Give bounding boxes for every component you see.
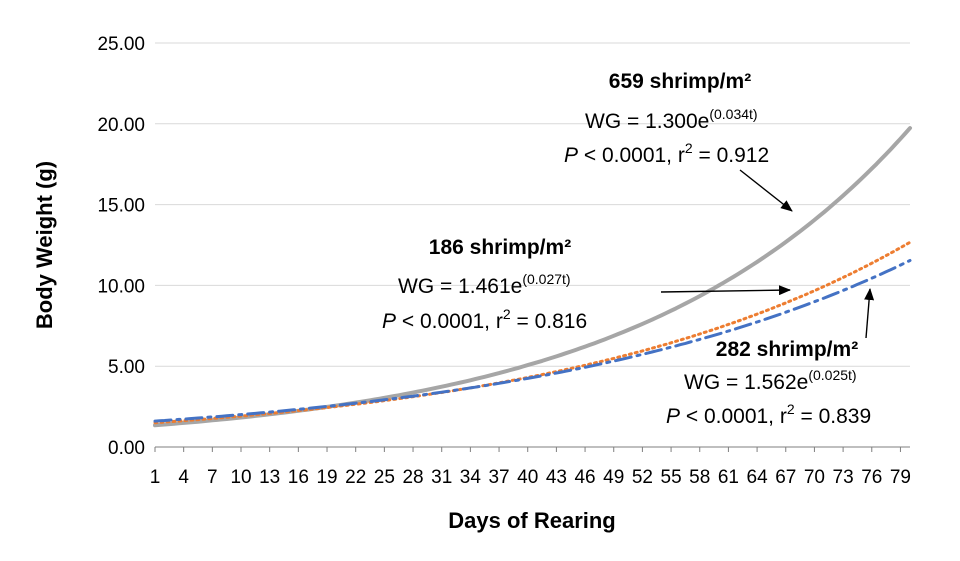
- x-tick-label: 31: [431, 467, 452, 488]
- y-axis-ticks: 0.00 5.00 10.00 15.00 20.00 25.00: [97, 34, 145, 459]
- x-tick-label: 58: [689, 467, 710, 488]
- y-tick-label: 5.00: [108, 357, 145, 378]
- x-tick-label: 76: [861, 467, 882, 488]
- x-tick-label: 28: [402, 467, 423, 488]
- x-tick-label: 79: [890, 467, 911, 488]
- annotation-186-arrow: [660, 285, 791, 296]
- x-tick-label: 40: [517, 467, 538, 488]
- x-tick-label: 10: [230, 467, 251, 488]
- x-tick-label: 55: [661, 467, 682, 488]
- x-tick-label: 61: [718, 467, 739, 488]
- y-tick-label: 20.00: [97, 115, 145, 136]
- x-tick-label: 73: [833, 467, 854, 488]
- x-tick-label: 37: [488, 467, 509, 488]
- x-tick-label: 7: [207, 467, 218, 488]
- annotation-282-arrow: [864, 288, 875, 339]
- x-tick-label: 22: [345, 467, 366, 488]
- x-tick-label: 49: [603, 467, 624, 488]
- annotation-186: 186 shrimp/m² WG = 1.461e(0.027t) P < 0.…: [382, 236, 791, 333]
- annotation-282-equation: WG = 1.562e(0.025t): [684, 367, 857, 394]
- annotation-186-stats: P < 0.0001, r2 = 0.816: [382, 306, 587, 333]
- annotation-659-arrow: [739, 169, 793, 212]
- x-tick-label: 46: [574, 467, 595, 488]
- annotation-659-stats: P < 0.0001, r2 = 0.912: [564, 140, 769, 167]
- y-axis-title: Body Weight (g): [32, 161, 57, 329]
- x-tick-label: 34: [460, 467, 482, 488]
- annotation-282-stats: P < 0.0001, r2 = 0.839: [666, 401, 871, 428]
- y-tick-label: 15.00: [97, 196, 145, 217]
- x-tick-label: 43: [546, 467, 567, 488]
- x-tick-label: 67: [775, 467, 796, 488]
- x-tick-label: 70: [804, 467, 825, 488]
- y-tick-label: 25.00: [97, 34, 145, 55]
- x-tick-label: 16: [288, 467, 309, 488]
- y-tick-label: 0.00: [108, 438, 145, 459]
- x-tick-label: 19: [316, 467, 337, 488]
- series-line-2: [153, 259, 912, 423]
- x-tick-label: 52: [632, 467, 653, 488]
- x-tick-label: 25: [374, 467, 395, 488]
- gridlines: [155, 42, 910, 448]
- annotation-186-equation: WG = 1.461e(0.027t): [398, 271, 571, 298]
- annotation-282: 282 shrimp/m² WG = 1.562e(0.025t) P < 0.…: [666, 288, 875, 428]
- annotation-659-equation: WG = 1.300e(0.034t): [585, 106, 758, 133]
- annotation-186-label: 186 shrimp/m²: [429, 236, 571, 259]
- x-tick-label: 13: [259, 467, 280, 488]
- x-axis-ticks: 1 4 7 10 13 16 19 22 25 28 31 34 37 40 43 46 49 52 55 58 61 6…: [150, 447, 911, 488]
- annotation-659: 659 shrimp/m² WG = 1.300e(0.034t) P < 0.…: [564, 70, 793, 212]
- y-tick-label: 10.00: [97, 276, 145, 297]
- series-lines: [153, 126, 912, 428]
- x-tick-label: 4: [178, 467, 189, 488]
- x-tick-label: 64: [747, 467, 769, 488]
- x-axis-title: Days of Rearing: [448, 508, 616, 533]
- x-tick-label: 1: [150, 467, 161, 488]
- annotation-282-label: 282 shrimp/m²: [716, 338, 858, 361]
- annotation-659-label: 659 shrimp/m²: [609, 70, 751, 93]
